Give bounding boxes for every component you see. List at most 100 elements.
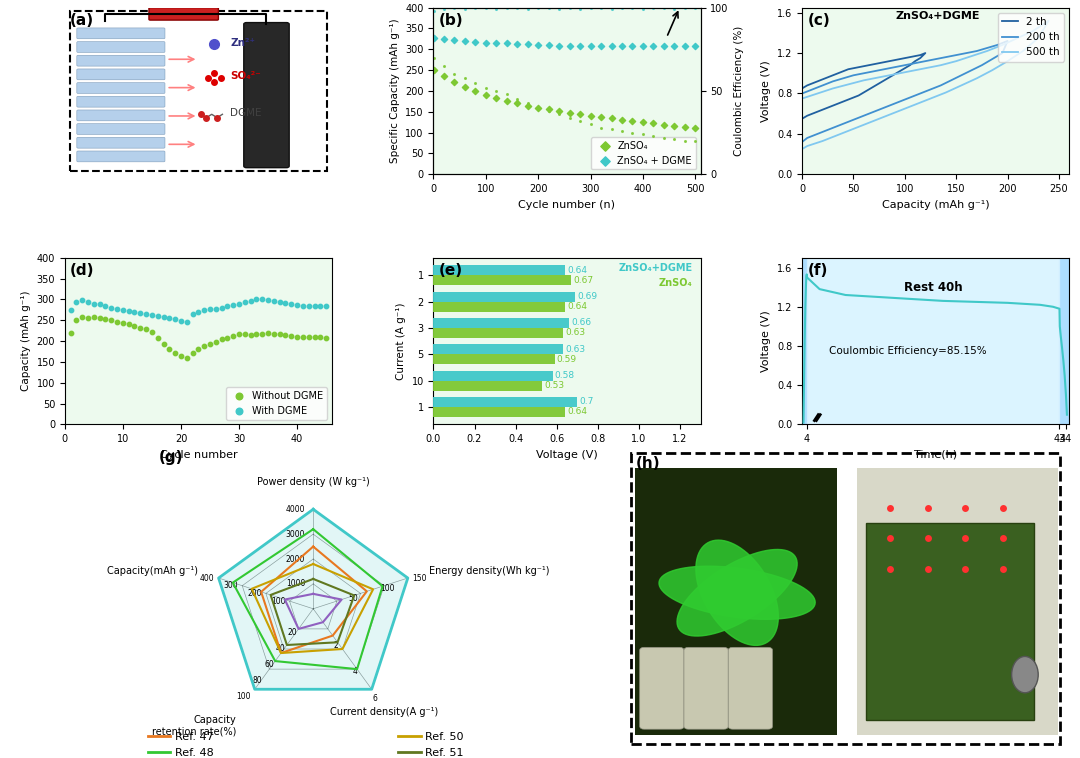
2 th bbox=[883, 57, 896, 66]
Point bbox=[634, 128, 651, 140]
Text: 0.58: 0.58 bbox=[555, 371, 575, 380]
ZnSO₄ + DGME bbox=[624, 40, 642, 52]
200 th bbox=[862, 109, 875, 118]
With DGME bbox=[91, 299, 108, 311]
500 th bbox=[1011, 33, 1024, 42]
200 th bbox=[847, 70, 860, 80]
ZnSO₄ bbox=[446, 76, 463, 88]
200 th bbox=[888, 63, 901, 72]
Point bbox=[665, 3, 683, 15]
ZnSO₄ + DGME bbox=[665, 40, 683, 52]
Without DGME bbox=[132, 321, 149, 334]
Without DGME bbox=[294, 331, 311, 343]
200 th bbox=[924, 85, 937, 94]
ZnSO₄ + DGME bbox=[676, 40, 693, 52]
ZnSO₄ bbox=[571, 108, 589, 121]
Line: 2 th: 2 th bbox=[802, 53, 926, 119]
With DGME bbox=[68, 296, 85, 309]
ZnSO₄ bbox=[467, 85, 484, 97]
Text: 0.7: 0.7 bbox=[579, 397, 594, 406]
2 th bbox=[914, 54, 927, 63]
2 th bbox=[899, 64, 912, 73]
500 th bbox=[816, 136, 829, 146]
2 th bbox=[811, 77, 824, 86]
500 th bbox=[940, 88, 953, 97]
Point bbox=[551, 3, 568, 15]
500 th bbox=[1042, 16, 1055, 25]
200 th bbox=[867, 67, 880, 76]
2 th bbox=[826, 101, 839, 110]
200 th bbox=[1001, 36, 1014, 45]
Text: Capacity
retention rate(%): Capacity retention rate(%) bbox=[151, 715, 237, 737]
With DGME bbox=[85, 298, 103, 310]
With DGME bbox=[259, 294, 276, 306]
With DGME bbox=[132, 307, 149, 319]
2 th bbox=[878, 76, 891, 85]
Text: 0.64: 0.64 bbox=[567, 266, 588, 275]
X-axis label: Time(h): Time(h) bbox=[914, 449, 957, 460]
With DGME bbox=[137, 308, 154, 320]
Polygon shape bbox=[677, 550, 797, 636]
Without DGME bbox=[144, 326, 161, 338]
With DGME bbox=[237, 296, 254, 309]
With DGME bbox=[166, 313, 184, 325]
2 th bbox=[796, 84, 809, 93]
Point bbox=[634, 3, 651, 15]
500 th bbox=[888, 70, 901, 79]
Without DGME bbox=[161, 343, 178, 355]
With DGME bbox=[213, 302, 230, 314]
Legend: ZnSO₄, ZnSO₄ + DGME: ZnSO₄, ZnSO₄ + DGME bbox=[591, 137, 696, 170]
2 th bbox=[862, 61, 875, 70]
500 th bbox=[847, 124, 860, 133]
ZnSO₄ bbox=[634, 116, 651, 128]
Without DGME bbox=[97, 313, 114, 325]
2 th bbox=[832, 69, 845, 78]
With DGME bbox=[97, 300, 114, 312]
Text: 0.64: 0.64 bbox=[567, 407, 588, 416]
2 th bbox=[858, 88, 870, 97]
Point bbox=[687, 135, 704, 147]
2 th bbox=[837, 67, 850, 76]
With DGME bbox=[254, 293, 271, 305]
Bar bbox=[433, 371, 553, 381]
ZnSO₄ bbox=[426, 64, 443, 77]
Text: 40: 40 bbox=[276, 644, 286, 653]
Point bbox=[613, 2, 631, 14]
500 th bbox=[826, 84, 839, 93]
Point bbox=[540, 2, 557, 14]
Text: (h): (h) bbox=[635, 456, 660, 471]
Without DGME bbox=[85, 311, 103, 323]
Without DGME bbox=[91, 312, 108, 324]
Without DGME bbox=[276, 329, 294, 341]
ZnSO₄ + DGME bbox=[488, 37, 505, 49]
200 th bbox=[934, 81, 947, 90]
2 th bbox=[821, 103, 834, 112]
Text: 1000: 1000 bbox=[286, 579, 306, 588]
Without DGME bbox=[73, 311, 91, 323]
ZnSO₄ bbox=[519, 99, 537, 111]
Text: 0.64: 0.64 bbox=[567, 302, 588, 311]
With DGME bbox=[161, 312, 178, 324]
X-axis label: Cycle number (n): Cycle number (n) bbox=[518, 199, 616, 210]
With DGME bbox=[288, 299, 306, 311]
Bar bbox=[70, 11, 326, 171]
With DGME bbox=[114, 304, 132, 316]
With DGME bbox=[195, 304, 213, 316]
200 th bbox=[986, 55, 999, 64]
With DGME bbox=[242, 295, 259, 307]
200 th bbox=[996, 49, 1009, 58]
Without DGME bbox=[318, 332, 335, 344]
2 th bbox=[841, 95, 854, 104]
Without DGME bbox=[283, 330, 300, 342]
2 th bbox=[847, 93, 860, 102]
With DGME bbox=[271, 296, 288, 308]
2 th bbox=[888, 55, 901, 64]
200 th bbox=[852, 113, 865, 122]
Text: Zn²⁺: Zn²⁺ bbox=[230, 38, 255, 48]
With DGME bbox=[266, 295, 283, 307]
200 th bbox=[929, 55, 942, 64]
Bar bbox=[433, 275, 571, 285]
500 th bbox=[908, 100, 921, 109]
200 th bbox=[883, 101, 896, 110]
FancyBboxPatch shape bbox=[639, 647, 684, 729]
